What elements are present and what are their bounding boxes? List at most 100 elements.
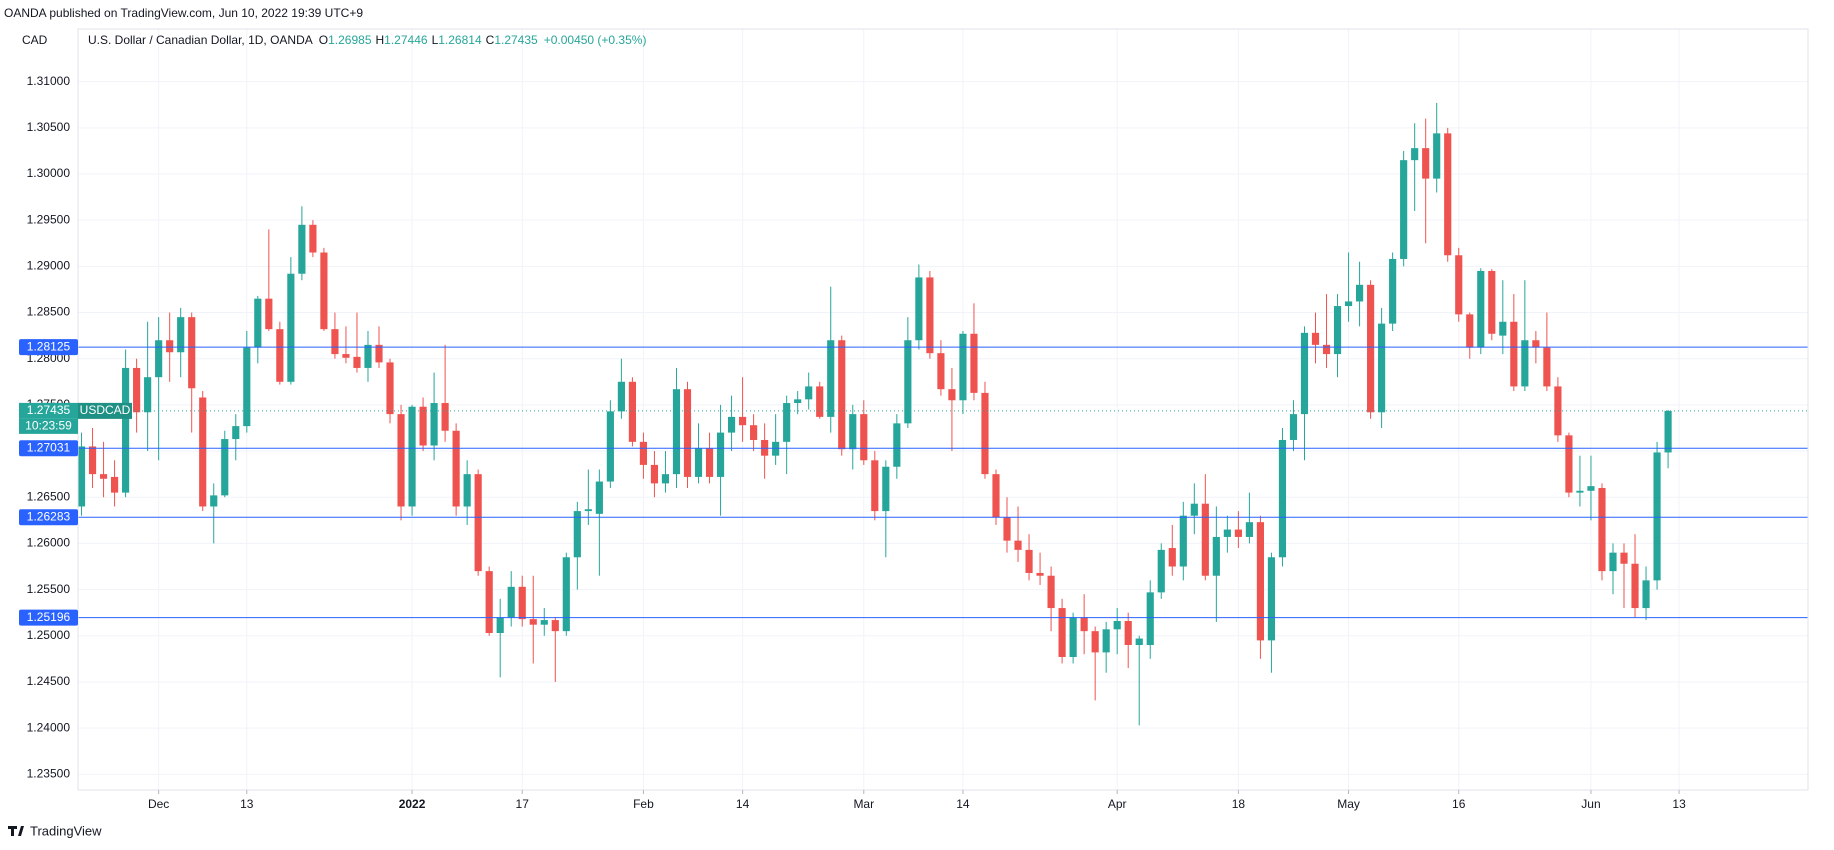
candle-body — [1433, 133, 1441, 179]
candle-body — [705, 448, 714, 477]
x-tick-label: 18 — [1232, 797, 1246, 811]
x-tick-label: Feb — [633, 797, 654, 811]
candle-body — [232, 426, 240, 440]
plot-area — [77, 102, 1808, 726]
candle-body — [1311, 332, 1320, 345]
candle-body — [485, 571, 493, 633]
legend-close: 1.27435 — [494, 33, 538, 47]
candle-body — [430, 403, 438, 446]
candle-body — [1256, 522, 1265, 641]
candle-body — [276, 329, 284, 382]
candle-body — [882, 466, 890, 512]
candle-body — [1455, 255, 1463, 315]
legend-change: +0.00450 (+0.35%) — [544, 33, 647, 47]
candle-body — [1422, 148, 1430, 179]
level-label: 1.25196 — [27, 610, 71, 624]
candle-body — [210, 495, 218, 507]
candle-body — [1113, 620, 1121, 630]
x-tick-label: 14 — [956, 797, 970, 811]
candle-body — [1598, 488, 1606, 572]
candle-body — [1543, 347, 1551, 387]
candle-body — [904, 340, 912, 424]
candle-body — [816, 386, 824, 417]
y-tick-label: 1.31000 — [27, 74, 71, 88]
last-price-label: 1.27435 — [27, 403, 71, 417]
candle-body — [661, 474, 670, 484]
candle-body — [694, 448, 703, 477]
candle-body — [617, 381, 625, 412]
candle-body — [1223, 529, 1231, 537]
candle-body — [838, 340, 846, 450]
candle-body — [188, 317, 196, 389]
candle-body — [1389, 258, 1397, 324]
footer-brand: TradingView — [30, 823, 102, 838]
candle-body — [309, 224, 317, 253]
candle-body — [1532, 340, 1540, 348]
candle-body — [1333, 306, 1342, 355]
candle-body — [606, 411, 614, 482]
candle-body — [981, 392, 989, 475]
level-label: 1.28125 — [27, 339, 71, 353]
candle-body — [794, 399, 802, 404]
last-price-box — [19, 402, 78, 419]
candle-body — [1278, 439, 1287, 558]
legend-label: O — [319, 33, 328, 47]
candle-body — [77, 446, 86, 507]
candle-body — [99, 474, 108, 479]
candle-body — [1400, 160, 1408, 259]
x-tick-label: 14 — [736, 797, 750, 811]
candle-body — [1411, 148, 1419, 161]
candle-body — [298, 224, 306, 274]
candle-body — [1344, 301, 1353, 307]
legend-label: C — [486, 33, 495, 47]
candle-body — [265, 298, 273, 330]
candle-body — [716, 432, 725, 477]
candle-body — [1025, 549, 1033, 573]
candle-body — [1565, 435, 1573, 493]
currency-label: CAD — [22, 33, 48, 47]
candle-body — [1179, 515, 1187, 567]
candle-body — [1642, 580, 1650, 609]
candle-body — [1014, 540, 1022, 550]
candle-body — [805, 386, 813, 400]
candle-body — [133, 367, 141, 413]
candle-body — [1300, 332, 1309, 415]
legend-low: 1.26814 — [438, 33, 482, 47]
candle-body — [739, 416, 747, 426]
candle-body — [221, 439, 229, 496]
candle-body — [1058, 608, 1066, 658]
x-tick-label: May — [1337, 797, 1360, 811]
candle-body — [1620, 552, 1628, 564]
candle-body — [529, 619, 537, 625]
published-note: OANDA published on TradingView.com, Jun … — [4, 6, 363, 20]
countdown-box — [19, 418, 78, 434]
candle-body — [1080, 617, 1088, 632]
candle-body — [177, 317, 185, 353]
symbol: U.S. Dollar / Canadian Dollar, 1D, OANDA — [88, 33, 313, 47]
candle-body — [1091, 631, 1099, 653]
logo-icon — [8, 826, 24, 836]
candle-body — [1102, 629, 1110, 653]
candle-body — [1355, 284, 1364, 302]
candle-body — [496, 617, 504, 633]
x-tick-label: 13 — [240, 797, 254, 811]
candle-body — [1322, 344, 1331, 355]
candle-body — [122, 367, 130, 493]
candle-body — [672, 389, 681, 475]
candle-body — [144, 377, 152, 413]
candle-body — [331, 329, 339, 355]
candle-body — [287, 273, 295, 382]
legend-label: L — [432, 33, 439, 47]
candle-body — [1036, 572, 1044, 576]
candle-body — [595, 481, 603, 514]
candle-body — [683, 389, 692, 477]
candle-body — [1466, 314, 1474, 348]
level-label-box — [19, 609, 78, 626]
candle-body — [243, 347, 251, 427]
x-tick-label: 16 — [1452, 797, 1466, 811]
candle-body — [1367, 284, 1375, 413]
y-tick-label: 1.29500 — [27, 212, 71, 226]
